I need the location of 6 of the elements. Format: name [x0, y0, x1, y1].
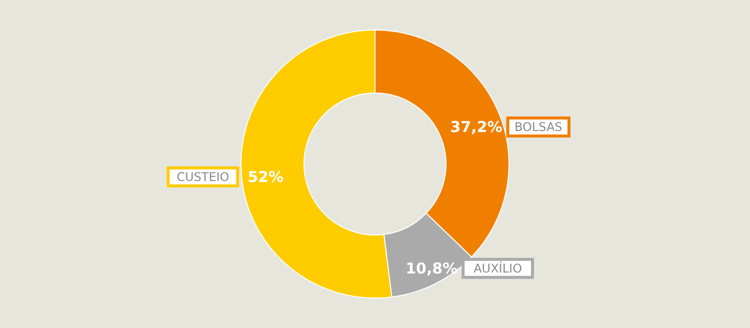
data-label: 52% — [248, 168, 284, 186]
data-label: 10,8% — [406, 259, 458, 278]
data-label: 37,2% — [450, 118, 502, 136]
slice-label: CUSTEIO — [176, 170, 230, 184]
slice-label: AUXÍLIO — [474, 260, 522, 276]
slice-label: BOLSAS — [514, 120, 562, 134]
